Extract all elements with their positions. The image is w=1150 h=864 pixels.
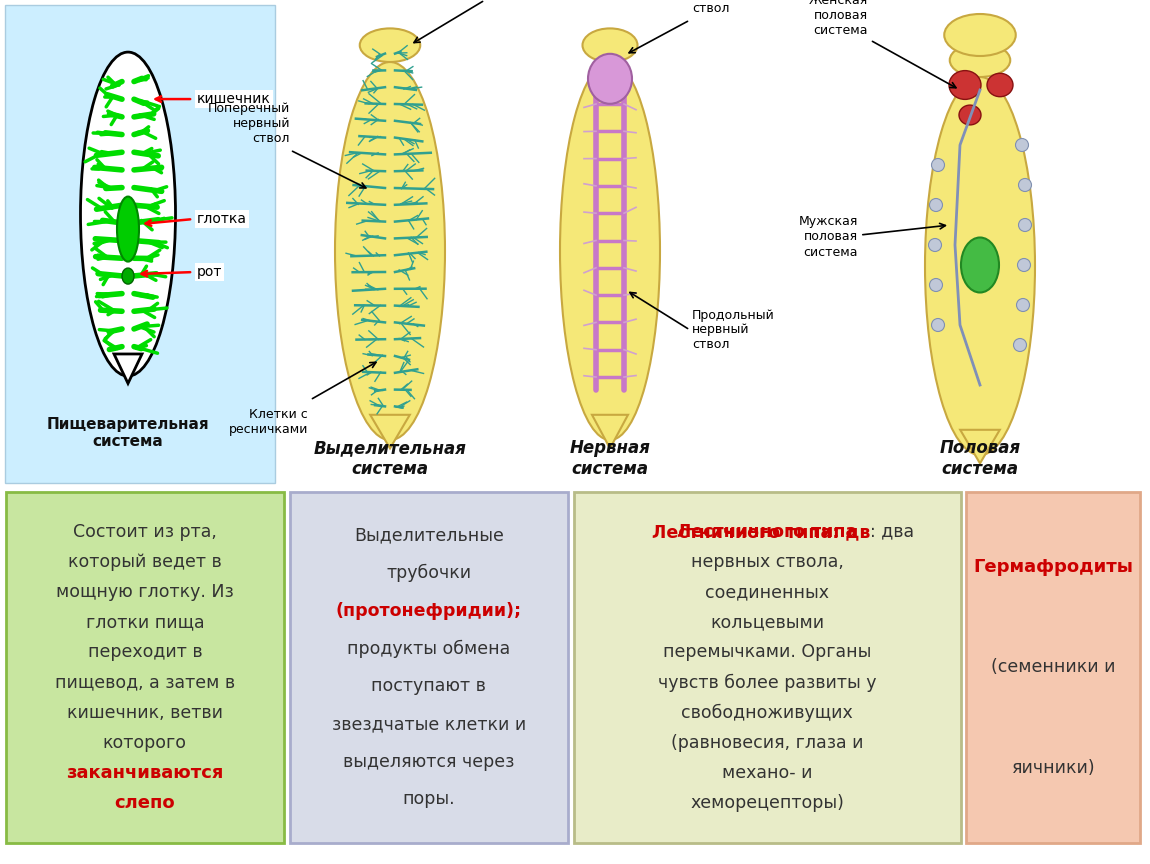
Ellipse shape [122, 268, 135, 284]
Polygon shape [370, 415, 409, 448]
Ellipse shape [944, 14, 1015, 56]
Text: мощную глотку. Из: мощную глотку. Из [56, 583, 233, 601]
Text: Клетки с
ресничками: Клетки с ресничками [229, 408, 308, 436]
Text: свободноживущих: свободноживущих [681, 703, 853, 721]
Ellipse shape [1015, 138, 1028, 151]
Text: продукты обмена: продукты обмена [347, 639, 511, 658]
Ellipse shape [932, 319, 944, 332]
Text: яичники): яичники) [1012, 759, 1095, 777]
Ellipse shape [1019, 219, 1032, 232]
Text: пищевод, а затем в: пищевод, а затем в [55, 674, 235, 691]
Ellipse shape [1017, 298, 1029, 312]
Text: заканчиваются: заканчиваются [67, 764, 223, 782]
Ellipse shape [360, 29, 420, 62]
Text: нервных ствола,: нервных ствола, [691, 553, 844, 571]
Text: слепо: слепо [115, 794, 175, 812]
Text: Выделительные: Выделительные [354, 526, 504, 544]
Text: Нервная
система: Нервная система [569, 439, 651, 478]
Text: глотки пища: глотки пища [85, 613, 205, 632]
Text: трубочки: трубочки [386, 564, 472, 582]
Text: выделяются через: выделяются через [343, 753, 514, 771]
Text: который ведет в: который ведет в [68, 553, 222, 571]
Ellipse shape [929, 199, 943, 212]
Text: перемычками. Органы: перемычками. Органы [662, 644, 872, 661]
FancyBboxPatch shape [290, 492, 568, 842]
Polygon shape [592, 415, 628, 448]
Text: кишечник, ветви: кишечник, ветви [67, 703, 223, 721]
Text: Мужская
половая
система: Мужская половая система [798, 215, 858, 258]
Ellipse shape [949, 71, 981, 99]
Ellipse shape [987, 73, 1013, 97]
FancyBboxPatch shape [574, 492, 960, 842]
Ellipse shape [928, 238, 942, 251]
Ellipse shape [959, 105, 981, 125]
Text: (семенники и: (семенники и [991, 658, 1116, 677]
FancyBboxPatch shape [6, 492, 284, 842]
Text: Гермафродиты: Гермафродиты [973, 558, 1134, 576]
Text: которого: которого [102, 734, 186, 752]
Polygon shape [960, 429, 999, 463]
Text: : два: : два [871, 523, 914, 541]
Polygon shape [114, 354, 141, 384]
Text: Состоит из рта,: Состоит из рта, [72, 523, 217, 541]
Ellipse shape [929, 278, 943, 291]
Text: хеморецепторы): хеморецепторы) [690, 794, 844, 812]
Text: (равновесия, глаза и: (равновесия, глаза и [670, 734, 864, 752]
Ellipse shape [925, 77, 1035, 455]
Text: Лестничного типа: Лестничного типа [677, 523, 857, 541]
Text: Выделительная
система: Выделительная система [314, 439, 467, 478]
Ellipse shape [950, 43, 1010, 77]
Text: Женская
половая
система: Женская половая система [808, 0, 868, 37]
Ellipse shape [81, 52, 176, 376]
Text: чувств более развиты у: чувств более развиты у [658, 673, 876, 691]
Text: механо- и: механо- и [722, 764, 812, 782]
Ellipse shape [583, 29, 637, 62]
Text: Половая
система: Половая система [940, 439, 1020, 478]
Ellipse shape [961, 238, 999, 293]
Text: поры.: поры. [402, 791, 455, 809]
FancyBboxPatch shape [966, 492, 1141, 842]
FancyBboxPatch shape [5, 5, 275, 483]
Text: Лестничного типа: два: Лестничного типа: два [652, 523, 882, 541]
Text: кольцевыми: кольцевыми [710, 613, 825, 632]
Text: соединенных: соединенных [705, 583, 829, 601]
Ellipse shape [335, 62, 445, 440]
Text: Поперечный
нервный
ствол: Поперечный нервный ствол [692, 0, 774, 15]
Text: глотка: глотка [197, 212, 247, 226]
Ellipse shape [560, 62, 660, 440]
Text: переходит в: переходит в [87, 644, 202, 661]
Text: кишечник: кишечник [197, 92, 271, 106]
Ellipse shape [117, 197, 139, 262]
Text: (протонефридии);: (протонефридии); [336, 602, 522, 619]
Text: звездчатые клетки и: звездчатые клетки и [331, 715, 526, 733]
Text: Поперечный
нервный
ствол: Поперечный нервный ствол [208, 102, 290, 145]
Text: поступают в: поступают в [371, 677, 486, 696]
Text: рот: рот [197, 265, 222, 279]
Text: Продольный
нервный
ствол: Продольный нервный ствол [692, 308, 775, 352]
Text: Пищеварительная
система: Пищеварительная система [47, 417, 209, 449]
Ellipse shape [1013, 339, 1027, 352]
Ellipse shape [932, 158, 944, 171]
Ellipse shape [1019, 179, 1032, 192]
Ellipse shape [1018, 258, 1030, 271]
Ellipse shape [588, 54, 632, 104]
